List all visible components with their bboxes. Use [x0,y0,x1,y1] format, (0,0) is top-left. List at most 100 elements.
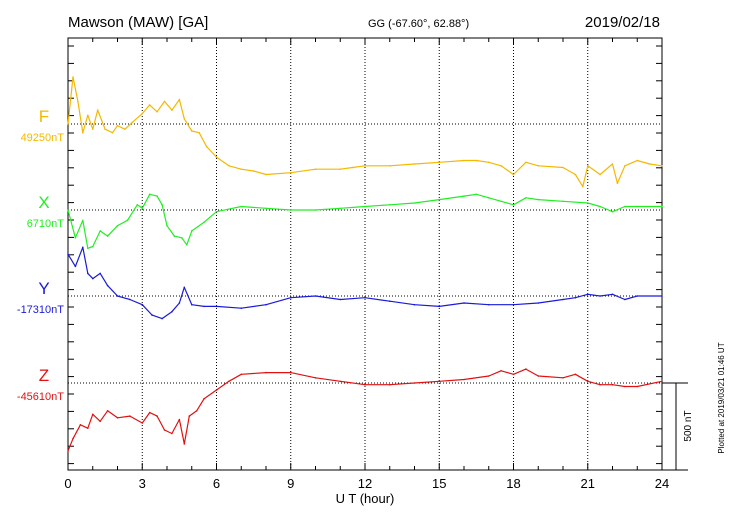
point-z [599,383,601,386]
point-z [488,375,490,377]
point-y [624,298,626,301]
point-z [574,373,577,376]
point-z [314,377,317,379]
point-f [178,98,181,101]
point-x [611,210,614,213]
point-f [389,165,391,167]
point-x [389,204,391,206]
point-f [525,161,527,164]
point-z [203,397,205,400]
point-z [67,450,69,452]
series-traces [67,76,663,452]
plotted-at-note: Plotted at 2019/03/21 01:46 UT [717,342,726,453]
x-tick-label: 21 [581,476,595,491]
point-x [413,202,416,204]
point-x [161,204,163,206]
point-z [106,410,109,412]
point-x [87,247,89,250]
series-name-z: Z [39,366,49,385]
point-z [562,377,564,379]
point-x [488,197,490,199]
point-f [116,124,119,127]
plot-date: 2019/02/18 [585,14,660,31]
point-z [178,418,181,421]
x-tick-label: 9 [287,476,294,491]
point-z [537,375,540,377]
point-z [587,380,589,383]
point-f [72,76,74,78]
point-z [183,443,186,445]
point-f [599,173,601,176]
point-y [574,296,577,299]
point-f [500,165,502,167]
point-f [191,130,193,132]
point-z [148,411,151,414]
point-y [611,293,614,296]
point-z [463,378,465,381]
point-x [99,230,101,232]
point-x [587,202,589,204]
x-tick-labels: 0 3 6 9 12 15 18 21 24 [64,476,669,491]
series-baseline-f: 49250nT [21,132,65,144]
point-z [438,380,441,383]
point-f [351,166,354,169]
point-z [156,415,158,417]
point-f [587,165,589,167]
point-f [124,128,126,130]
point-z [215,389,218,391]
point-z [240,373,243,376]
point-f [111,131,114,134]
point-x [181,237,183,239]
point-f [636,159,639,162]
point-z [265,371,267,374]
point-x [136,204,139,206]
point-x [562,200,564,203]
point-y [389,300,391,303]
point-f [616,182,619,184]
station-coordinates: GG (-67.60°, 62.88°) [368,18,469,30]
point-f [413,163,416,165]
point-x [636,205,639,208]
point-f [475,159,478,162]
point-x [156,195,158,197]
point-f [228,165,230,167]
point-z [500,370,502,372]
point-f [171,109,173,111]
point-f [96,109,99,111]
point-y [364,296,366,299]
point-f [537,165,540,167]
point-z [624,385,626,388]
axis-ticks [67,38,663,470]
point-f [339,168,342,170]
point-x [265,207,267,210]
point-f [252,170,255,172]
x-tick-label: 15 [432,476,446,491]
point-y [587,293,589,296]
point-y [314,295,317,297]
point-f [67,123,69,125]
point-x [463,195,465,197]
point-f [198,131,200,134]
point-x [141,207,144,210]
point-y [82,246,84,249]
point-y [240,307,243,310]
point-f [364,165,366,167]
point-x [116,224,119,227]
x-tick-label: 0 [64,476,71,491]
point-z [195,410,198,412]
point-y [537,302,540,304]
point-x [525,197,527,199]
point-f [438,161,441,164]
point-y [116,295,119,297]
point-f [104,128,106,130]
point-x [92,245,94,248]
point-z [389,383,391,386]
point-z [129,415,131,417]
point-x [173,235,176,237]
point-y [265,303,267,306]
point-z [116,417,119,419]
x-axis-label: U T (hour) [336,491,395,506]
point-y [129,298,131,301]
series-baseline-z: -45610nT [17,391,64,403]
